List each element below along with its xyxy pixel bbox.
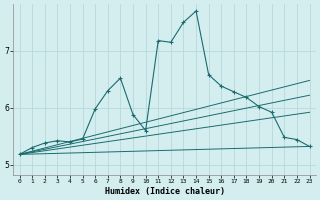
- X-axis label: Humidex (Indice chaleur): Humidex (Indice chaleur): [105, 187, 225, 196]
